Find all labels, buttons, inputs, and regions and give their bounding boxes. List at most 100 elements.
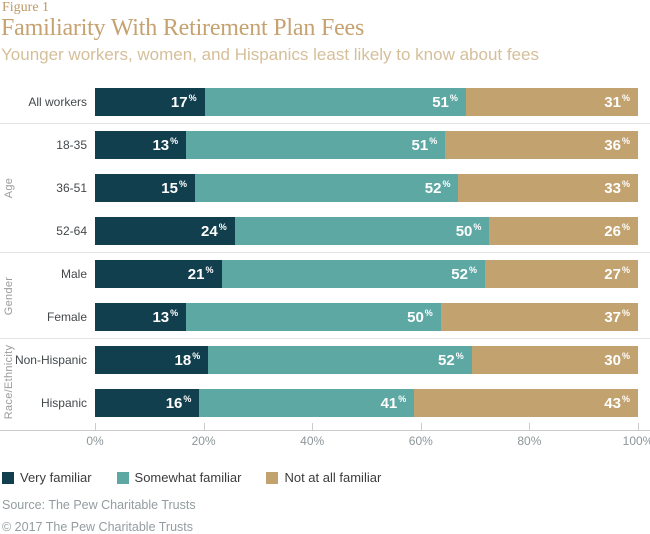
group-divider <box>0 252 650 253</box>
percent-sign: % <box>398 394 407 404</box>
stacked-bar: 13% 50% 37% <box>95 303 639 331</box>
legend-item-very-familiar: Very familiar <box>2 470 92 485</box>
category-label: Female <box>46 310 87 324</box>
chart-group-race-ethnicity: Race/Ethnicity Non-Hispanic 18% 52% 30% Hispa… <box>0 344 650 419</box>
copyright-note: © 2017 The Pew Charitable Trusts <box>2 520 194 534</box>
stacked-bar: 18% 52% 30% <box>95 346 638 374</box>
chart-group-age: Age 18-35 13% 51% 36% 36-51 15% 52% 33% 52-64 24% 5… <box>0 131 650 245</box>
percent-sign: % <box>424 308 433 318</box>
bar-segment: 27% <box>484 260 638 288</box>
percent-sign: % <box>621 394 630 404</box>
table-row: 18-35 13% 51% 36% <box>0 131 650 159</box>
bar-segment: 13% <box>95 131 187 159</box>
table-row: Female 13% 50% 37% <box>0 303 650 331</box>
axis-tick <box>95 423 96 430</box>
bar-segment: 37% <box>440 303 639 331</box>
stacked-bar: 21% 52% 27% <box>95 260 638 288</box>
legend-label: Not at all familiar <box>284 470 382 485</box>
x-axis-scale: 0% 20% 40% 60% 80% 100% <box>86 423 650 449</box>
bar-segment: 36% <box>445 131 638 159</box>
category-label: Male <box>60 267 87 281</box>
bar-segment: 30% <box>471 346 638 374</box>
percent-sign: % <box>621 93 630 103</box>
percent-sign: % <box>205 265 214 275</box>
percent-sign: % <box>442 179 451 189</box>
bar-segment: 52% <box>194 174 459 202</box>
percent-sign: % <box>183 394 192 404</box>
percent-sign: % <box>188 93 197 103</box>
stacked-bar: 24% 50% 26% <box>95 217 638 245</box>
axis-tick <box>203 423 205 430</box>
group-label: Age <box>3 177 15 199</box>
stacked-bar: 16% 41% 43% <box>95 389 638 417</box>
axis-tick <box>638 423 639 430</box>
bar-segment: 26% <box>489 217 638 245</box>
stacked-bar: 17% 51% 31% <box>95 88 638 116</box>
group-label: Gender <box>3 276 15 315</box>
percent-sign: % <box>455 351 464 361</box>
legend: Very familiar Somewhat familiar Not at a… <box>2 470 381 485</box>
bar-segment: 52% <box>208 346 472 374</box>
percent-sign: % <box>192 351 201 361</box>
percent-sign: % <box>468 265 477 275</box>
group-divider <box>0 338 650 339</box>
category-label: Hispanic <box>40 396 87 410</box>
x-axis: 0% 20% 40% 60% 80% 100% <box>0 423 650 449</box>
table-row: Non-Hispanic 18% 52% 30% <box>0 346 650 374</box>
axis-tick <box>312 423 314 430</box>
bar-segment: 43% <box>414 389 638 417</box>
category-label: 36-51 <box>56 181 87 195</box>
category-label: Non-Hispanic <box>14 353 87 367</box>
percent-sign: % <box>621 265 630 275</box>
percent-sign: % <box>621 351 630 361</box>
bar-segment: 50% <box>186 303 441 331</box>
chart-subtitle: Younger workers, women, and Hispanics le… <box>1 45 539 64</box>
chart-group-all: All workers 17% 51% 31% <box>0 88 650 116</box>
stacked-bar: 13% 51% 36% <box>95 131 638 159</box>
legend-swatch-not-at-all-familiar <box>266 471 279 484</box>
legend-item-somewhat-familiar: Somewhat familiar <box>116 470 241 485</box>
stacked-bar-chart: All workers 17% 51% 31% Age 18-35 13% 51% 36% 36-… <box>0 88 650 449</box>
bar-segment: 52% <box>221 260 485 288</box>
bar-segment: 41% <box>199 389 415 417</box>
bar-segment: 24% <box>95 217 235 245</box>
legend-swatch-somewhat-familiar <box>116 471 129 484</box>
percent-sign: % <box>218 222 227 232</box>
table-row: All workers 17% 51% 31% <box>0 88 650 116</box>
chart-group-gender: Gender Male 21% 52% 27% Female 13% 50% 37% <box>0 260 650 331</box>
axis-tick-label: 40% <box>300 434 325 448</box>
bar-segment: 51% <box>204 88 466 116</box>
legend-item-not-at-all-familiar: Not at all familiar <box>266 470 381 485</box>
bar-segment: 15% <box>95 174 195 202</box>
percent-sign: % <box>170 136 179 146</box>
percent-sign: % <box>622 308 631 318</box>
category-label: All workers <box>28 95 87 109</box>
chart-rows: All workers 17% 51% 31% Age 18-35 13% 51% 36% 36-… <box>0 88 650 419</box>
bar-segment: 31% <box>465 88 638 116</box>
axis-tick <box>420 423 422 430</box>
table-row: 36-51 15% 52% 33% <box>0 174 650 202</box>
percent-sign: % <box>621 136 630 146</box>
group-label: Race/Ethnicity <box>3 344 15 419</box>
bar-segment: 13% <box>95 303 187 331</box>
bar-segment: 33% <box>458 174 638 202</box>
table-row: Hispanic 16% 41% 43% <box>0 389 650 417</box>
percent-sign: % <box>473 222 482 232</box>
axis-tick-label: 20% <box>191 434 216 448</box>
percent-sign: % <box>621 222 630 232</box>
table-row: 52-64 24% 50% 26% <box>0 217 650 245</box>
source-note: Source: The Pew Charitable Trusts <box>2 498 196 512</box>
legend-swatch-very-familiar <box>2 471 14 484</box>
group-divider <box>0 123 650 124</box>
category-label: 18-35 <box>56 138 87 152</box>
x-axis-line <box>0 430 650 431</box>
bar-segment: 50% <box>234 217 490 245</box>
axis-tick-label: 100% <box>622 434 650 448</box>
axis-tick <box>529 423 531 430</box>
percent-sign: % <box>178 179 187 189</box>
axis-tick-label: 80% <box>517 434 542 448</box>
bar-segment: 51% <box>186 131 446 159</box>
bar-segment: 21% <box>95 260 222 288</box>
axis-tick-label: 0% <box>86 434 104 448</box>
